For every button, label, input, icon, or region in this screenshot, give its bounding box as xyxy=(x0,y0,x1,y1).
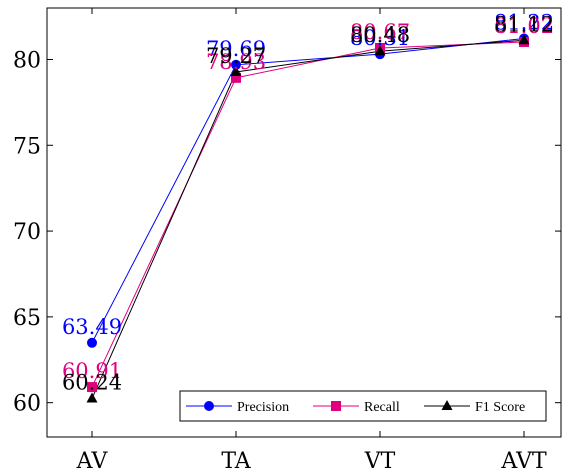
data-point-f1-score xyxy=(518,34,530,45)
y-tick-label: 65 xyxy=(13,306,41,331)
data-point-f1-score xyxy=(374,45,386,56)
data-label-recall: 60.91 xyxy=(62,359,122,383)
data-label-recall: 80.67 xyxy=(350,20,410,44)
legend: Precision Recall F1 Score xyxy=(179,390,547,422)
series-line-precision xyxy=(91,38,525,344)
data-label-f1-score: 80.48 xyxy=(350,23,410,47)
data-label-precision: 80.31 xyxy=(350,26,410,50)
y-tick-label: 60 xyxy=(13,392,41,417)
data-label-recall: 78.93 xyxy=(206,50,266,74)
legend-marker-recall xyxy=(331,401,341,411)
data-label-recall: 81.02 xyxy=(494,14,554,38)
x-tick-label: AVT xyxy=(500,449,547,474)
data-label-precision: 79.69 xyxy=(206,37,266,61)
y-axis: 60 65 70 75 80 xyxy=(13,48,561,417)
data-point-recall xyxy=(87,382,97,393)
y-tick-label: 75 xyxy=(13,134,41,159)
data-label-f1-score: 79.27 xyxy=(206,44,266,68)
plot-area-frame xyxy=(46,7,562,438)
legend-label-f1-score: F1 Score xyxy=(475,400,525,415)
data-point-recall xyxy=(231,72,241,83)
y-tick-label: 80 xyxy=(13,48,41,73)
x-tick-label: TA xyxy=(221,449,251,474)
legend-box xyxy=(179,390,547,422)
x-tick-label: VT xyxy=(364,449,396,474)
series-line-recall xyxy=(91,41,525,388)
x-tick-label: AV xyxy=(76,449,109,474)
data-label-precision: 81.22 xyxy=(494,11,554,35)
data-label-f1-score: 60.24 xyxy=(62,371,122,395)
data-label-f1-score: 81.12 xyxy=(494,12,554,36)
series-lines xyxy=(91,38,525,399)
legend-marker-f1-score xyxy=(441,400,453,410)
series-line-f1-score xyxy=(91,39,525,399)
data-point-f1-score xyxy=(86,392,98,403)
legend-label-precision: Precision xyxy=(237,400,289,415)
legend-label-recall: Recall xyxy=(364,400,400,415)
data-labels: 63.49 79.69 80.31 81.22 60.91 78.93 80.67 81.02… xyxy=(62,11,554,395)
y-tick-label: 70 xyxy=(13,220,41,245)
data-point-precision xyxy=(87,337,97,348)
series-markers xyxy=(86,33,530,403)
data-label-precision: 63.49 xyxy=(62,315,122,339)
legend-marker-precision xyxy=(204,401,214,411)
data-point-f1-score xyxy=(230,66,242,77)
x-axis: AV TA VT AVT xyxy=(76,8,547,474)
data-point-precision xyxy=(231,59,241,70)
